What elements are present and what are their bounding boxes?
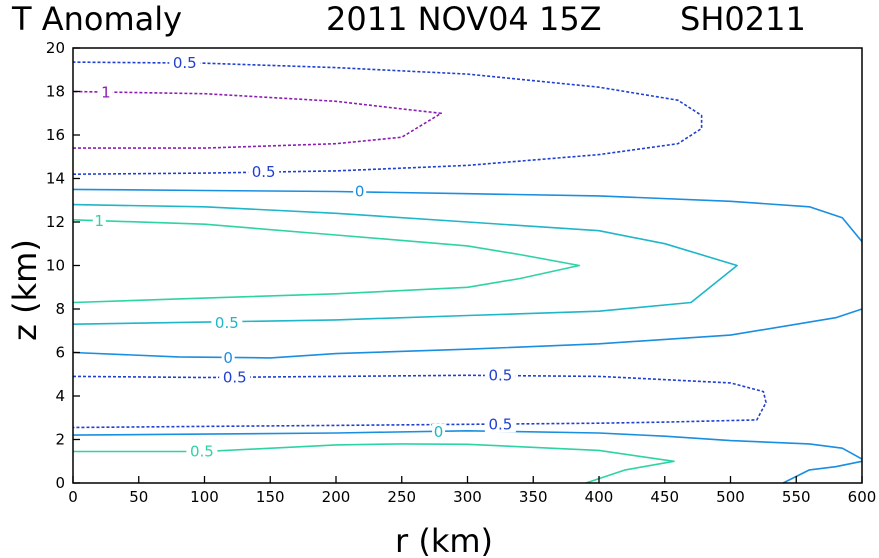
contour-line-9 — [72, 90, 442, 149]
y-tick-label-2: 4 — [55, 387, 65, 405]
x-tick-label-8: 400 — [585, 488, 614, 506]
chart-title: T Anomaly — [11, 0, 182, 38]
y-tick-label-10: 20 — [46, 39, 65, 57]
contour-line-7 — [72, 374, 767, 429]
x-tick-label-9: 450 — [650, 488, 679, 506]
contour-label-bg-0 — [92, 212, 106, 229]
x-tick-label-11: 550 — [782, 488, 811, 506]
y-tick-label-8: 16 — [46, 126, 65, 144]
contour-label-bg-8 — [484, 416, 516, 433]
contour-label-bg-1 — [211, 315, 243, 332]
contour-label-bg-6 — [219, 369, 251, 386]
contour-label-0: 1 — [95, 212, 105, 230]
x-axis-label: r (km) — [395, 522, 493, 558]
x-tick-label-4: 200 — [322, 488, 351, 506]
contour-label-bg-5 — [186, 443, 218, 460]
contour-label-layer: 1 0.5 0 0 0 0.5 0.5 0.5 0.5 0.5 0.5 1 — [92, 54, 516, 460]
x-tick-label-5: 250 — [387, 488, 416, 506]
y-tick-label-3: 6 — [55, 344, 65, 362]
contour-line-8 — [72, 61, 703, 175]
contour-label-9: 0.5 — [252, 163, 276, 181]
contour-label-6: 0.5 — [223, 369, 247, 387]
y-tick-label-1: 2 — [55, 431, 65, 449]
chart-storm-id: SH0211 — [680, 0, 806, 38]
contour-line-0 — [72, 219, 581, 304]
x-axis-ticks: 0 50 100 150 200 250 300 350 400 450 500 550 600 — [68, 476, 876, 506]
y-axis-ticks: 0 2 4 6 8 10 12 14 16 18 20 — [46, 39, 80, 492]
chart-datetime: 2011 NOV04 15Z — [326, 0, 602, 38]
contour-label-4: 0 — [434, 423, 444, 441]
contour-layer — [72, 61, 863, 484]
contour-line-3 — [72, 308, 863, 359]
x-tick-label-6: 300 — [453, 488, 482, 506]
contour-label-bg-10 — [169, 55, 201, 72]
x-tick-label-10: 500 — [716, 488, 745, 506]
y-tick-label-7: 14 — [46, 170, 65, 188]
plot-frame — [72, 47, 863, 484]
contour-label-10: 0.5 — [173, 54, 197, 72]
y-axis-label: z (km) — [6, 239, 44, 341]
y-tick-label-9: 18 — [46, 83, 65, 101]
contour-label-bg-4 — [432, 423, 446, 440]
contour-label-bg-7 — [484, 367, 516, 384]
contour-label-7: 0.5 — [488, 366, 512, 384]
y-tick-label-4: 8 — [55, 300, 65, 318]
x-tick-label-1: 50 — [129, 488, 148, 506]
contour-line-6 — [73, 443, 675, 484]
x-tick-label-0: 0 — [68, 488, 78, 506]
x-tick-label-12: 600 — [848, 488, 877, 506]
x-tick-label-3: 150 — [256, 488, 285, 506]
x-tick-label-7: 350 — [519, 488, 548, 506]
contour-label-11: 1 — [101, 84, 111, 102]
x-tick-label-2: 100 — [190, 488, 219, 506]
contour-line-2 — [72, 188, 863, 243]
contour-label-1: 0.5 — [215, 314, 239, 332]
y-tick-label-5: 10 — [46, 257, 65, 275]
contour-line-5 — [782, 460, 863, 484]
y-tick-label-6: 12 — [46, 213, 65, 231]
contour-label-8: 0.5 — [488, 415, 512, 433]
contour-label-3: 0 — [223, 349, 233, 367]
contour-label-bg-9 — [248, 163, 280, 180]
contour-line-1 — [72, 203, 738, 325]
contour-line-4 — [72, 430, 863, 460]
contour-label-2: 0 — [355, 183, 365, 201]
contour-label-bg-11 — [99, 84, 113, 101]
y-tick-label-0: 0 — [55, 474, 65, 492]
contour-label-bg-3 — [221, 349, 235, 366]
contour-label-bg-2 — [353, 183, 367, 200]
contour-label-5: 0.5 — [190, 442, 214, 460]
